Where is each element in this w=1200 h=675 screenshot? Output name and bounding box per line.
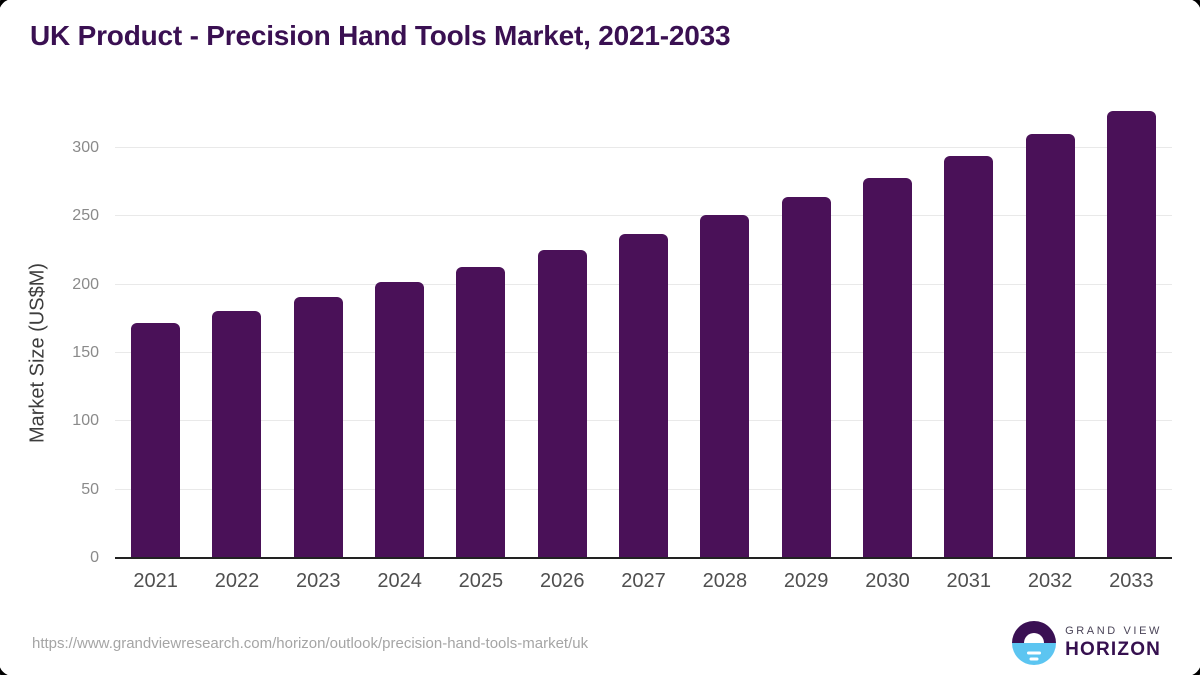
- x-axis-tick-labels: 2021 2022 2023 2024 2025 2026 2027 2028 2029 2030…: [115, 570, 1172, 596]
- x-tick-label-2033: 2033: [1109, 570, 1154, 592]
- bar-2029: [781, 197, 831, 558]
- x-tick-label-2024: 2024: [377, 570, 422, 592]
- bar-2033: [1106, 110, 1156, 558]
- y-tick-label-250: 250: [72, 207, 99, 225]
- bar-2021: [131, 322, 181, 558]
- x-tick-label-2023: 2023: [296, 570, 341, 592]
- chart-title: UK Product - Precision Hand Tools Market…: [30, 20, 731, 51]
- logo-text: GRAND VIEW HORIZON: [1065, 625, 1162, 661]
- plot-area: [115, 100, 1172, 559]
- y-tick-label-300: 300: [72, 138, 99, 156]
- y-tick-label-0: 0: [90, 549, 99, 566]
- bar-2031: [944, 156, 994, 558]
- x-tick-label-2032: 2032: [1027, 570, 1073, 592]
- source-url: https://www.grandviewresearch.com/horizo…: [32, 635, 589, 652]
- x-axis-line: [115, 557, 1172, 559]
- bar-2023: [293, 296, 343, 558]
- bar-2027: [619, 233, 668, 558]
- x-tick-label-2028: 2028: [702, 570, 748, 592]
- x-tick-label-2025: 2025: [458, 570, 504, 592]
- bar-2030: [862, 177, 912, 558]
- bar-2026: [537, 250, 587, 558]
- x-tick-label-2021: 2021: [133, 570, 178, 592]
- gridline-300: [115, 146, 1172, 148]
- x-tick-label-2029: 2029: [783, 570, 829, 592]
- logo-text-horizon: HORIZON: [1065, 639, 1162, 660]
- bar-2022: [212, 310, 262, 558]
- x-tick-label-2027: 2027: [621, 570, 666, 592]
- gridline-250: [115, 215, 1172, 217]
- y-axis-tick-labels: 0 50 100 150 200 250 300: [0, 100, 99, 566]
- y-tick-label-100: 100: [72, 412, 99, 430]
- grand-view-horizon-logo: GRAND VIEW HORIZON: [1012, 621, 1162, 665]
- x-tick-label-2030: 2030: [865, 570, 910, 592]
- horizon-sunrise-icon: [1012, 621, 1057, 665]
- logo-text-grand-view: GRAND VIEW: [1065, 625, 1162, 637]
- x-tick-label-2026: 2026: [539, 570, 585, 592]
- y-tick-label-200: 200: [72, 275, 99, 293]
- y-tick-label-150: 150: [72, 343, 99, 361]
- bar-2028: [700, 214, 750, 558]
- bar-2025: [456, 266, 506, 558]
- bar-2024: [375, 281, 425, 558]
- y-tick-label-50: 50: [81, 480, 99, 498]
- bar-2032: [1025, 134, 1075, 558]
- x-tick-label-2031: 2031: [946, 570, 992, 592]
- x-tick-label-2022: 2022: [214, 570, 260, 592]
- footer: https://www.grandviewresearch.com/horizo…: [0, 613, 1200, 675]
